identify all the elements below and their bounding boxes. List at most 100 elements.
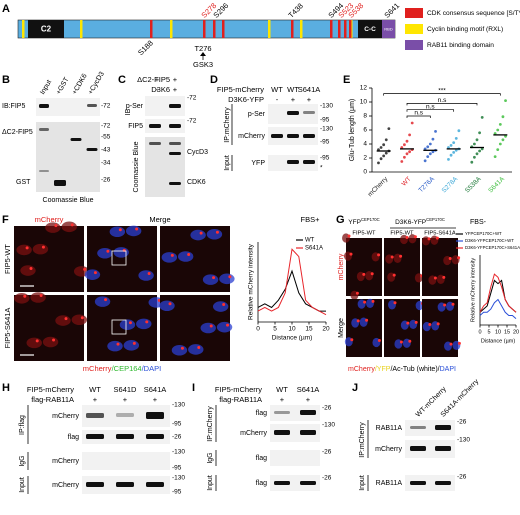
cdk-site: [349, 20, 352, 38]
signal: [80, 316, 84, 320]
data-point: [377, 161, 380, 165]
data-point: [454, 148, 458, 152]
blot: [36, 98, 100, 116]
panel-label: H: [2, 382, 10, 394]
cdk-site: [344, 20, 347, 38]
signal: [228, 275, 232, 279]
blot-label: GST: [16, 179, 31, 186]
cell: [188, 344, 204, 355]
signal: [199, 231, 203, 235]
band: [39, 104, 49, 108]
condition-state: WT: [271, 85, 283, 94]
signal: [52, 338, 56, 342]
signal: [451, 302, 455, 306]
y-tick-label: 8: [363, 113, 367, 120]
cell: [97, 247, 113, 259]
cell: [45, 222, 61, 233]
data-point: [384, 138, 388, 142]
condition-state: WT: [276, 385, 288, 394]
signal: [355, 291, 359, 295]
site-label: S641: [382, 1, 401, 20]
mw-marker: -55: [101, 134, 111, 141]
mw-marker: -130: [172, 449, 185, 456]
signal: [435, 236, 439, 240]
condition-state: +: [280, 395, 285, 404]
data-point: [410, 121, 414, 125]
blot-label: YFP: [251, 160, 265, 167]
data-point: [457, 129, 461, 133]
band: [274, 430, 290, 435]
band: [86, 413, 104, 418]
mw-marker: -95: [320, 139, 330, 146]
band: [435, 446, 451, 451]
data-point: [426, 155, 430, 159]
signal: [215, 230, 219, 234]
signal: [23, 294, 27, 298]
cyclin-motif: [22, 20, 25, 38]
band: [146, 482, 164, 487]
band: [410, 446, 426, 451]
inset-box: [111, 319, 127, 335]
micrograph: [87, 226, 157, 292]
micrograph: [14, 226, 84, 292]
band: [287, 111, 299, 115]
band: [146, 434, 164, 439]
significance-label: n.s: [438, 97, 447, 104]
signal: [363, 300, 367, 304]
data-point: [405, 139, 409, 143]
condition-state: WT: [89, 385, 101, 394]
data-point: [403, 155, 406, 159]
signal: [128, 321, 132, 325]
caption-part: mCherry: [348, 366, 375, 373]
signal: [449, 342, 453, 346]
series-line: [479, 298, 517, 320]
signal: [118, 228, 122, 232]
x-tick-label: 10: [495, 329, 501, 335]
band: [300, 410, 316, 415]
signal: [116, 342, 120, 346]
condition-state: +: [173, 75, 178, 84]
x-tick-label: 15: [504, 329, 510, 335]
signal: [157, 298, 161, 302]
data-point: [493, 155, 497, 159]
signal: [457, 256, 461, 260]
y-axis-label: Glu-Tub length (μm): [349, 99, 356, 162]
data-point: [408, 150, 411, 154]
data-point: [504, 134, 507, 138]
blot-label: CycD3: [187, 149, 208, 156]
cell: [94, 296, 111, 307]
band: [169, 104, 181, 108]
signal: [457, 341, 461, 345]
band: [169, 142, 181, 145]
data-point: [449, 144, 453, 147]
signal: [222, 303, 226, 307]
cell: [20, 265, 36, 276]
panel-label: G: [336, 214, 345, 226]
legend-swatch: [405, 24, 423, 34]
cell: [119, 319, 136, 330]
micrograph: [346, 299, 382, 357]
cell: [14, 293, 30, 304]
group-label: IgG: [207, 452, 214, 463]
condition-state: S641D: [114, 385, 138, 394]
signal: [147, 272, 151, 275]
caption-part: D3K6-YFP: [395, 219, 426, 226]
mw-marker: -130: [320, 103, 333, 110]
x-tick-label: S641A: [487, 175, 506, 194]
cyclin-motif: [170, 20, 173, 38]
condition-name: FIP5-mCherry: [215, 385, 262, 394]
row-label: FIP5-S641A: [3, 308, 12, 349]
signal: [226, 323, 230, 327]
signal: [349, 252, 353, 256]
signal: [390, 255, 394, 259]
cell: [136, 318, 152, 330]
signal: [436, 322, 440, 326]
blot-label: flag: [256, 410, 267, 417]
condition-state: WT: [287, 85, 299, 94]
condition-state: S641A: [297, 385, 320, 394]
blot: [145, 119, 185, 133]
panel-label: A: [2, 3, 10, 15]
signal: [70, 223, 74, 227]
data-point: [405, 152, 409, 156]
